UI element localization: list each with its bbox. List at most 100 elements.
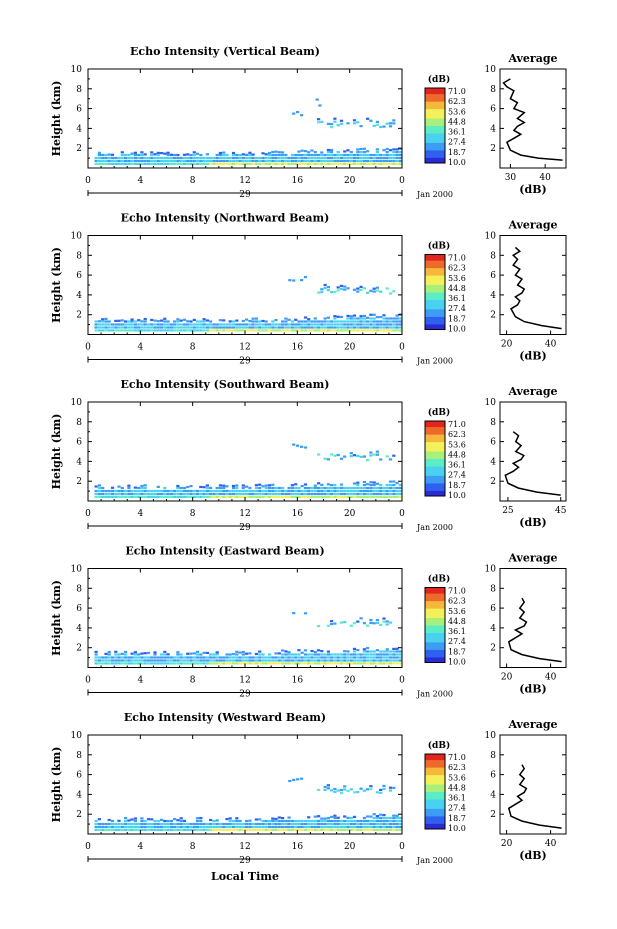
heatmap-cell (248, 162, 252, 165)
heatmap-cell (107, 492, 111, 496)
heatmap-cell (222, 326, 226, 329)
heatmap-cell (349, 326, 353, 329)
heatmap-cell (284, 822, 288, 826)
heatmap-cell (385, 326, 389, 329)
heatmap-cell (330, 162, 334, 165)
heatmap-cell (235, 825, 239, 829)
heatmap-cell (186, 326, 190, 329)
heatmap-cell (202, 318, 206, 321)
heatmap-cell (192, 153, 196, 157)
heatmap-cell (339, 659, 344, 662)
heatmap-cell (215, 819, 219, 822)
heatmap-cell (228, 329, 232, 332)
heatmap-cell (333, 315, 337, 318)
heatmap-cell (215, 656, 219, 659)
heatmap-cell (97, 151, 101, 154)
heatmap-cell (290, 495, 294, 498)
heatmap-cell (382, 650, 386, 653)
heatmap-cell (133, 153, 137, 157)
heatmap-cell (133, 656, 137, 659)
heatmap-cell (222, 486, 226, 490)
heatmap-cell (104, 156, 108, 160)
heatmap-cell (294, 495, 298, 498)
heatmap-cell (385, 620, 389, 623)
heatmap-cell (385, 122, 389, 125)
heatmap-cell (222, 822, 226, 826)
heatmap-cell (339, 789, 344, 792)
heatmap-cell (163, 486, 167, 490)
heatmap-cell (205, 659, 209, 662)
heatmap-cell (388, 789, 393, 792)
heatmap-cell (379, 486, 383, 490)
heatmap-cell (352, 482, 357, 485)
heatmap-cell (323, 653, 327, 656)
heatmap-cell (133, 662, 137, 665)
heatmap-cell (104, 495, 108, 498)
heatmap-cell (333, 483, 337, 487)
colorbar-band (425, 308, 445, 312)
colorbar-tick-label: 53.6 (448, 274, 466, 283)
heatmap-cell (303, 316, 308, 319)
colorbar-tick-label: 10.0 (448, 658, 466, 667)
heatmap-cell (379, 791, 383, 794)
heatmap-cell (140, 819, 144, 823)
heatmap-cell (362, 495, 366, 498)
heatmap-cell (398, 495, 402, 498)
heatmap-cell (310, 329, 314, 332)
heatmap-cell (388, 659, 393, 662)
heatmap-cells (94, 612, 402, 665)
heatmap-cell (140, 825, 144, 829)
heatmap-cell (339, 653, 344, 656)
heatmap-cell (310, 495, 314, 498)
heatmap-cell (120, 659, 124, 662)
heatmap-cell (205, 159, 209, 163)
heatmap-cell (284, 495, 288, 498)
heatmap-cell (303, 656, 308, 659)
heatmap-cell (388, 816, 393, 820)
heatmap-cell (382, 662, 386, 665)
heatmap-cell (349, 320, 353, 323)
heatmap-cell (392, 454, 396, 457)
average-y-tick-label: 8 (490, 584, 496, 594)
colorbar-band (425, 658, 445, 662)
heatmap-cell (101, 329, 105, 332)
heatmap-cell (245, 159, 249, 163)
heatmap-cell (369, 483, 373, 487)
heatmap-cell (336, 162, 340, 165)
heatmap-cell (382, 784, 386, 787)
heatmap-cell (330, 828, 334, 831)
heatmap-cell (235, 484, 239, 487)
colorbar-band (425, 297, 445, 301)
y-tick-label: 6 (76, 105, 82, 115)
heatmap-cell (362, 326, 366, 329)
heatmap-cell (114, 156, 118, 160)
heatmap-cell (375, 148, 379, 151)
colorbar-band (425, 591, 445, 594)
heatmap-cell (366, 316, 370, 319)
average-y-tick-label: 10 (485, 731, 497, 741)
heatmap-cell (356, 162, 360, 165)
heatmap-cell (163, 828, 167, 831)
heatmap-cell (182, 659, 187, 662)
heatmap-cell (382, 617, 386, 620)
heatmap-cell (330, 653, 334, 656)
heatmap-cell (352, 486, 357, 490)
heatmap-cell (120, 326, 124, 329)
average-y-tick-label: 4 (490, 124, 496, 134)
heatmap-cell (235, 659, 239, 662)
heatmap-cell (385, 653, 389, 656)
heatmap-cell (245, 323, 249, 326)
heatmap-cell (222, 162, 226, 165)
heatmap-cell (398, 147, 402, 150)
heatmap-cell (339, 819, 344, 823)
heatmap-cell (179, 817, 183, 820)
heatmap-cell (343, 828, 347, 831)
heatmap-cell (339, 486, 344, 490)
heatmap-cell (333, 117, 337, 120)
heatmap-cell (343, 150, 347, 153)
heatmap-cell (349, 156, 353, 160)
heatmap-cell (140, 486, 144, 490)
heatmap-cell (228, 162, 232, 165)
heatmap-cell (320, 489, 324, 493)
heatmap-cell (267, 153, 272, 157)
